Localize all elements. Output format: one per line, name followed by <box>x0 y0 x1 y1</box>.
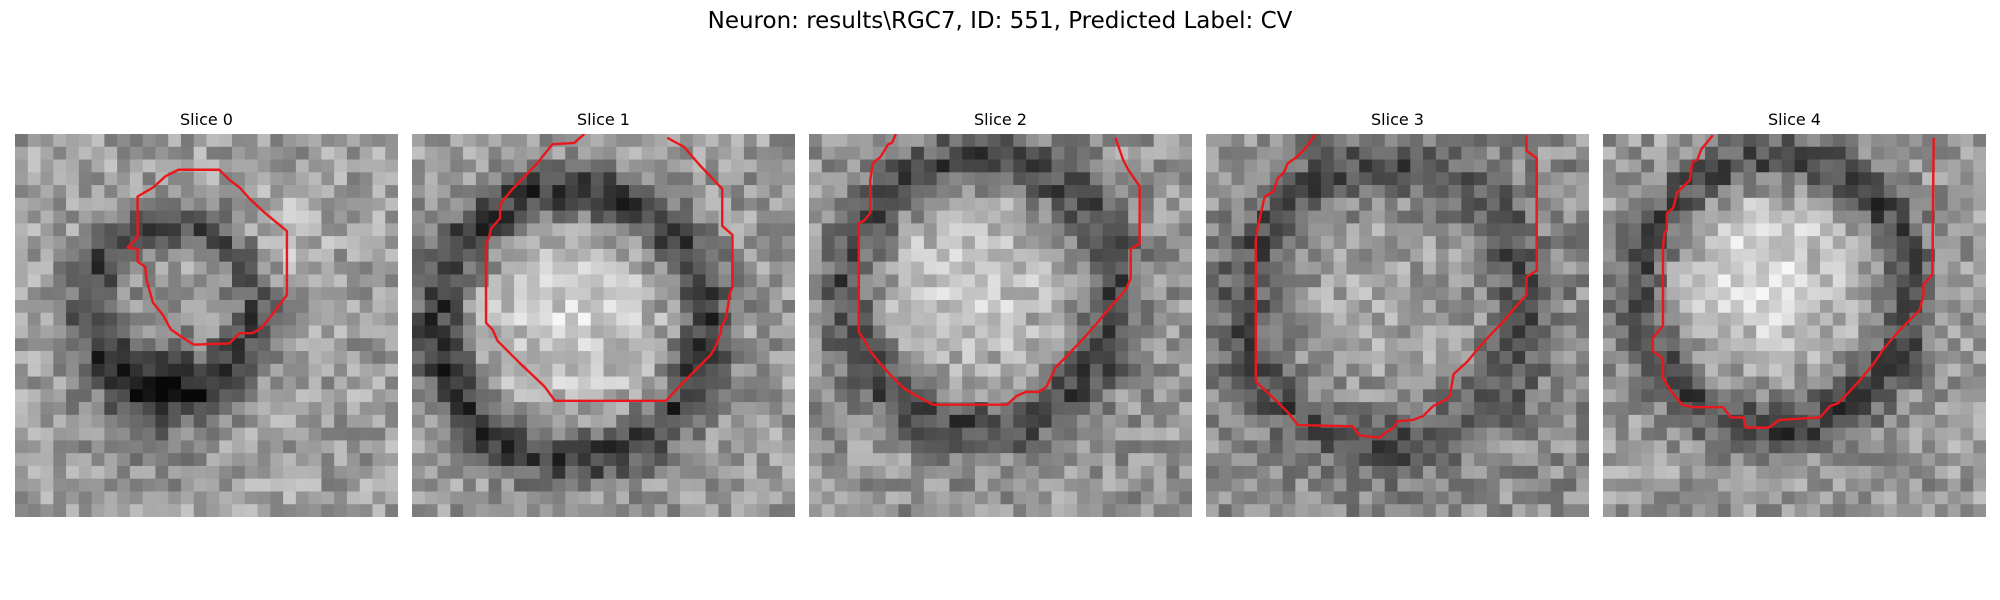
slice-title: Slice 4 <box>1768 110 1821 129</box>
slice-panel-0: Slice 0 <box>15 110 398 521</box>
slice-title: Slice 1 <box>577 110 630 129</box>
slice-image <box>15 134 398 517</box>
grayscale-pixels <box>1206 134 1589 517</box>
contour-outline <box>1254 134 1538 440</box>
slice-panel-1: Slice 1 <box>412 110 795 521</box>
slice-title: Slice 2 <box>974 110 1027 129</box>
grayscale-pixels <box>412 134 795 517</box>
contour-outline <box>484 134 734 403</box>
slice-image <box>809 134 1192 517</box>
grayscale-pixels <box>809 134 1192 517</box>
slice-image <box>1206 134 1589 517</box>
slice-image <box>1603 134 1986 517</box>
contour-outline <box>126 168 289 346</box>
slice-title: Slice 0 <box>180 110 233 129</box>
contour-outline <box>1651 134 1935 429</box>
slice-title: Slice 3 <box>1371 110 1424 129</box>
grayscale-pixels <box>1603 134 1986 517</box>
slice-panel-4: Slice 4 <box>1603 110 1986 521</box>
grayscale-pixels <box>15 134 398 517</box>
slice-panel-2: Slice 2 <box>809 110 1192 521</box>
figure-title: Neuron: results\RGC7, ID: 551, Predicted… <box>707 8 1293 34</box>
slice-image <box>412 134 795 517</box>
contour-outline <box>857 134 1141 406</box>
slice-panel-3: Slice 3 <box>1206 110 1589 521</box>
